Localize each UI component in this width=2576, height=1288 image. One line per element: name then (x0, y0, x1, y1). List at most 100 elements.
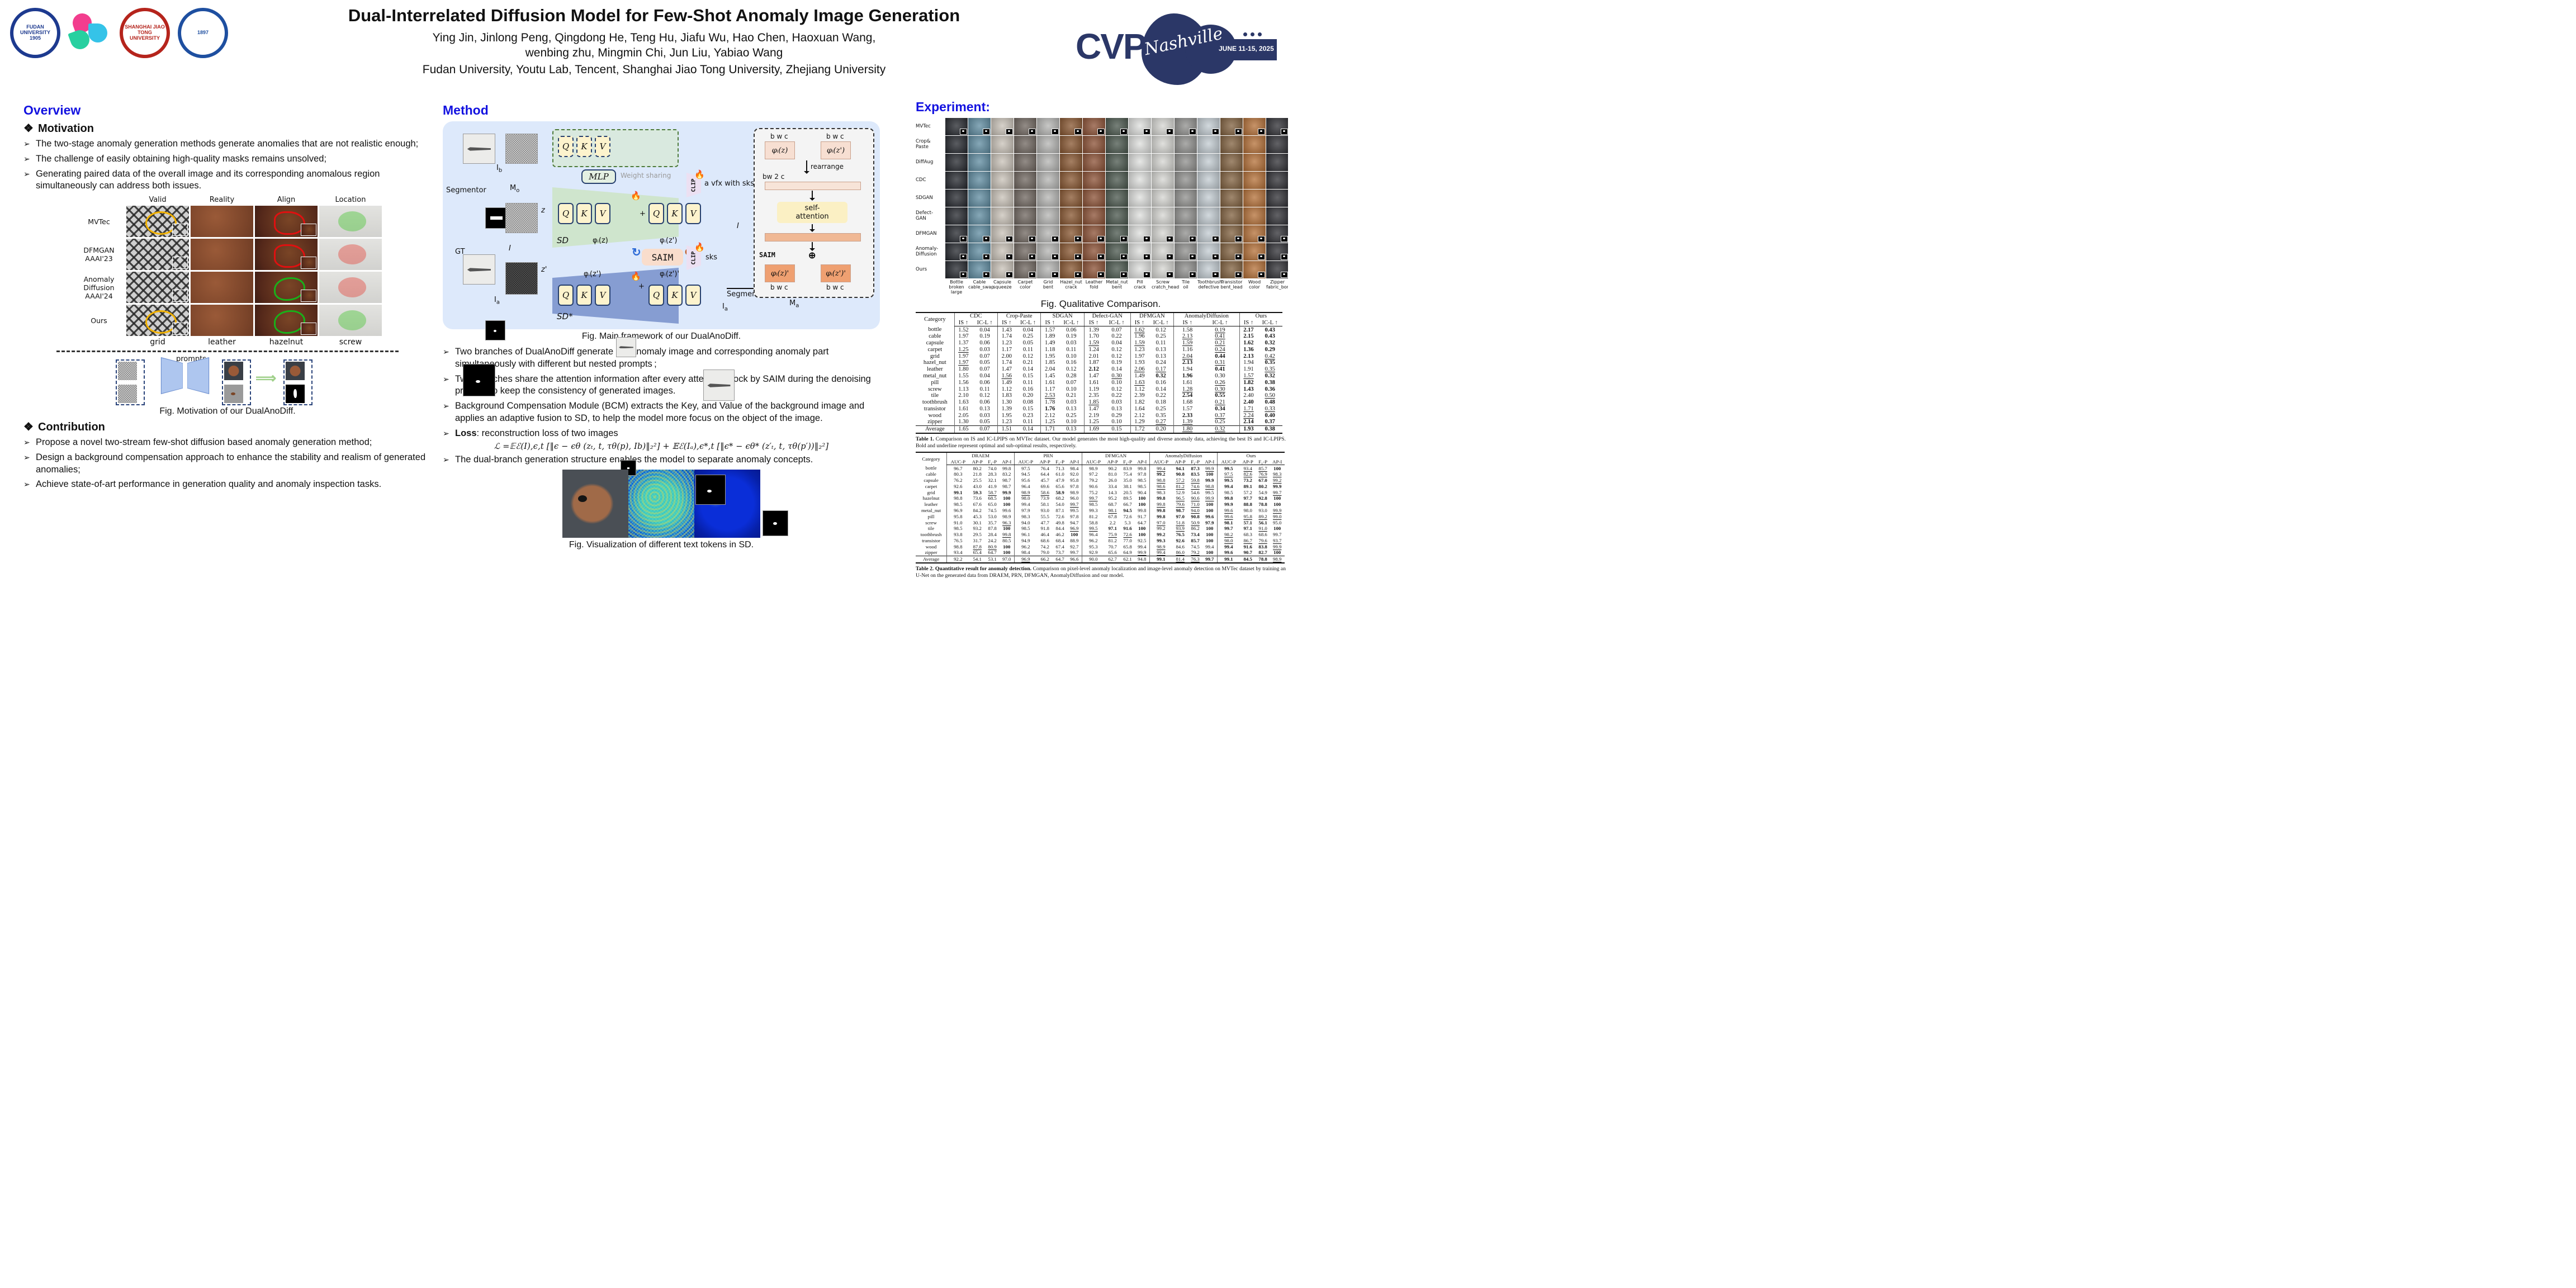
table-cell: 1.87 (1083, 359, 1104, 366)
qualitative-sample-image (1243, 207, 1266, 225)
table-cell: 99.4 (1205, 543, 1214, 550)
table-row-category: transistor (924, 405, 946, 412)
table-cell: 1.62 (1239, 339, 1258, 347)
table-header-method: DRAEM (946, 452, 1015, 459)
table-cell: 1.59 (1173, 339, 1201, 347)
anomaly-part-image-ia (463, 364, 495, 396)
mask-inset (1120, 129, 1128, 135)
sd-intermediate-image (616, 337, 636, 357)
authors-line-1: Ying Jin, Jinlong Peng, Qingdong He, Ten… (432, 31, 876, 44)
table-row-category: pill (931, 379, 939, 386)
qualitative-sample-image (1266, 154, 1288, 171)
table-cell: 64.7 (988, 550, 997, 556)
qkv-q-block: Q (648, 203, 664, 224)
mask-dot (1237, 130, 1239, 132)
qualitative-col-label: Bottle broken large (949, 280, 964, 295)
table-cell: 1.91 (1239, 366, 1258, 373)
arrow-bullet-icon: ➢ (23, 480, 30, 489)
table-header-metric: IC-L ↑ (1257, 319, 1282, 327)
motivation-bullet-text: The challenge of easily obtaining high-q… (36, 153, 327, 164)
mask-inset (1235, 236, 1242, 242)
table-cell: 99.0 (1273, 513, 1282, 519)
table-cell: 1.94 (1239, 359, 1258, 366)
table-cell: 0.12 (1111, 346, 1122, 353)
table-cell: 99.8 (1149, 513, 1172, 520)
university-logos: FUDAN UNIVERSITY 1905 SHANGHAI JIAO TONG… (10, 8, 228, 58)
table-cell: 0.13 (979, 405, 990, 412)
qualitative-sample-image (1152, 118, 1174, 135)
zju-logo-icon: 1897 (178, 8, 228, 58)
table-cell: 58.9 (1055, 489, 1064, 495)
table-row-category: tile (927, 525, 935, 532)
mask-inset (1166, 254, 1173, 260)
mvtec-col-label: Reality (209, 196, 235, 205)
table-cell: 1.83 (997, 392, 1016, 399)
table-cell: 90.2 (1108, 465, 1117, 471)
cvpr-nashville-logo-icon: CVPR Nashville JUNE 11-15, 2025 (1076, 10, 1282, 88)
table-cell: 35.7 (988, 519, 997, 525)
label-mo: Mo (510, 184, 520, 194)
mask-inset (1212, 272, 1219, 278)
qualitative-sample-image (1220, 136, 1243, 153)
table-cell: 79.6 (1258, 537, 1267, 543)
anomaly-overlay-red (338, 244, 366, 264)
qualitative-sample-image (1014, 172, 1036, 189)
qualitative-row-label: MVTec (916, 123, 931, 129)
table-cell: 1.49 (1040, 339, 1059, 347)
contribution-bullet-text: Propose a novel two-stream few-shot diff… (36, 437, 372, 448)
saim-detail-panel: b w c b w c φᵢ(z) φᵢ(z') rearrange bw 2 … (754, 128, 874, 298)
table-cell: 98.5 (946, 525, 969, 532)
table-cell: 1.97 (954, 333, 973, 340)
table-cell: 99.9 (1205, 465, 1214, 471)
mask-dot (1123, 130, 1125, 132)
sjtu-logo-icon: SHANGHAI JIAO TONG UNIVERSITY (120, 8, 170, 58)
mask-dot (1283, 255, 1285, 257)
qualitative-sample-image (945, 154, 968, 171)
table-cell: 97.0 (1176, 513, 1185, 519)
table-cell: 0.17 (1156, 366, 1166, 373)
qualitative-sample-image (1129, 243, 1151, 261)
table-cell: 0.27 (1156, 419, 1166, 425)
table-cell: 1.71 (1239, 405, 1258, 413)
table-cell: 99.7 (1217, 525, 1240, 532)
qualitative-sample-image (1197, 190, 1220, 207)
table-cell: 61.0 (1055, 471, 1064, 477)
qualitative-sample-image (1106, 136, 1128, 153)
table-cell: 2.17 (1239, 326, 1258, 333)
mask-dot (1145, 130, 1148, 132)
qualitative-col-label: Tile oil (1181, 280, 1190, 290)
mask-inset (1052, 272, 1059, 278)
table-cell: 98.5 (1217, 489, 1240, 496)
loss-label: Loss (455, 428, 477, 438)
table-cell: 0.37 (1265, 419, 1275, 425)
mask-dot (1283, 130, 1285, 132)
label-ia: Ia (494, 296, 500, 306)
qualitative-sample-image (945, 243, 968, 261)
table-cell: 1.17 (1040, 386, 1059, 392)
qualitative-sample-image (1220, 154, 1243, 171)
table-cell: 0.07 (1111, 326, 1122, 333)
table-header-category: Category (922, 456, 940, 462)
table-cell: 28.3 (988, 471, 997, 477)
table-cell: 76.5 (946, 537, 969, 544)
table-cell: 0.12 (1111, 353, 1122, 359)
table-cell: 98.4 (1070, 465, 1079, 471)
mvtec-sample-image (126, 272, 189, 304)
table-cell: 0.41 (1215, 333, 1225, 340)
mask-dot (1283, 238, 1285, 239)
plus-label: + (638, 282, 645, 291)
table-cell: 99.7 (1070, 501, 1079, 508)
table-cell: 100 (1138, 495, 1146, 501)
table-cell: 92.7 (1070, 543, 1079, 550)
qualitative-sample-image (968, 154, 991, 171)
table-cell: 1.25 (954, 346, 973, 353)
table-cell: 98.5 (1014, 525, 1037, 532)
mask-dot (985, 130, 987, 132)
table-cell: 96.9 (1014, 555, 1037, 563)
label-i: I (509, 244, 511, 253)
table-cell: 99.9 (1205, 495, 1214, 501)
table-cell: 0.16 (1066, 359, 1077, 366)
table-cell: 1.39 (1083, 326, 1104, 333)
table-cell: 0.24 (1156, 359, 1166, 366)
